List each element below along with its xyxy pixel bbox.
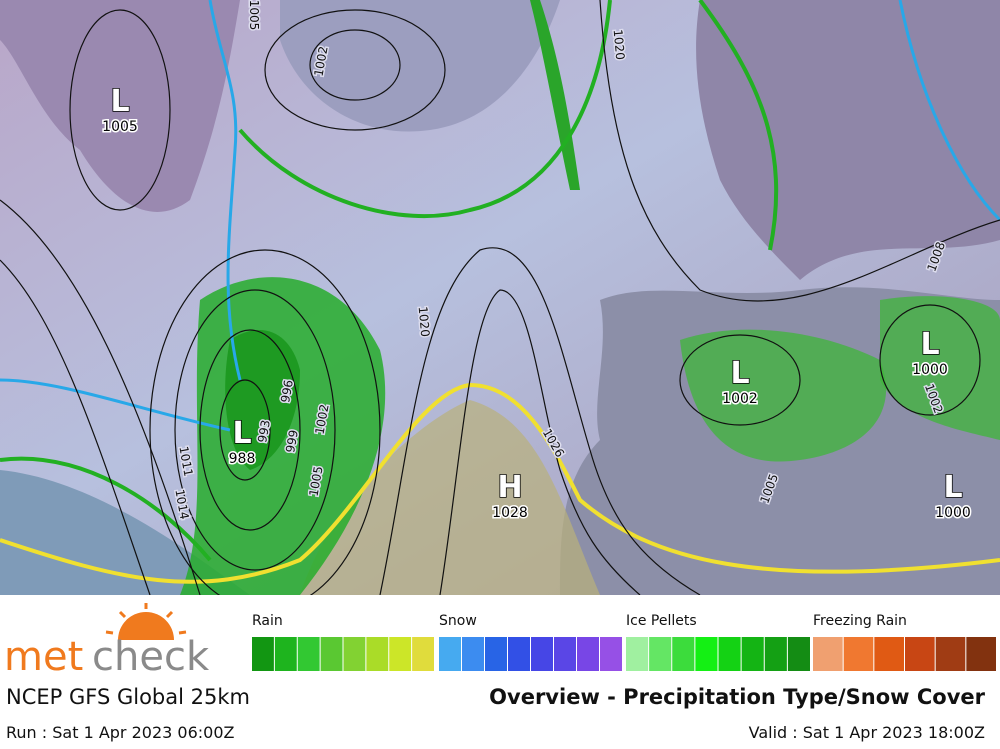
isobar	[199, 329, 301, 531]
legend-label: Rain	[252, 613, 283, 629]
legend-swatch	[813, 637, 843, 671]
logo: met check	[4, 603, 210, 680]
model-name: NCEP GFS Global 25km	[6, 685, 250, 709]
brand-check: check	[92, 634, 210, 680]
subtropics	[300, 400, 600, 595]
legend-swatch	[577, 637, 599, 671]
pressure-symbol: L	[943, 470, 962, 505]
legend-swatch	[320, 637, 343, 671]
pressure-symbol: H	[497, 470, 522, 505]
isobar-label: 993	[255, 419, 273, 444]
pressure-symbol: L	[110, 84, 129, 119]
legend-swatch	[905, 637, 935, 671]
isobar	[0, 199, 201, 596]
footer-panel	[0, 595, 1000, 749]
legend-swatch	[366, 637, 389, 671]
legend-swatch	[343, 637, 366, 671]
pressure-symbol: L	[730, 356, 749, 391]
brand-met: met	[4, 634, 83, 680]
isobar	[599, 0, 1000, 302]
legend-swatch	[626, 637, 649, 671]
isobar	[679, 334, 801, 426]
isobar	[264, 9, 446, 131]
legend-swatch	[935, 637, 966, 671]
isobar	[309, 29, 401, 101]
isobar-label: 999	[283, 429, 301, 454]
run-time: Run : Sat 1 Apr 2023 06:00Z	[6, 723, 235, 742]
footer-title: Overview - Precipitation Type/Snow Cover	[489, 685, 985, 709]
pressure-value: 1005	[102, 119, 138, 135]
legend-swatch	[966, 637, 996, 671]
pressure-value: 1028	[492, 505, 528, 521]
pressure-value: 988	[229, 451, 256, 467]
legend-swatch	[389, 637, 412, 671]
legend-swatch	[764, 637, 787, 671]
isobar	[879, 304, 981, 416]
legend-swatch	[554, 637, 576, 671]
pressure-value: 1000	[935, 505, 971, 521]
legend-swatch	[741, 637, 764, 671]
rain-east	[880, 296, 1000, 440]
isobar-label: 1002	[313, 403, 332, 436]
isobar	[219, 379, 271, 481]
legend-swatch	[787, 637, 810, 671]
legend-swatch	[600, 637, 622, 671]
pressure-symbol: L	[920, 327, 939, 362]
logo-sun	[118, 612, 174, 640]
legend-swatch	[508, 637, 530, 671]
pressure-symbol: L	[232, 416, 251, 451]
isobar-label: 1002	[312, 45, 331, 78]
legend-swatch	[718, 637, 741, 671]
isobar-label: 1014	[172, 488, 191, 521]
logo-rays	[105, 603, 187, 635]
map	[0, 0, 1000, 611]
cold-line	[0, 0, 1000, 432]
isobars	[0, 0, 1000, 611]
legend-swatch	[649, 637, 672, 671]
isobar-label: 1005	[247, 0, 261, 30]
legend-swatch	[695, 637, 718, 671]
legend-swatch	[297, 637, 320, 671]
legend-swatch	[462, 637, 484, 671]
iceland-region	[280, 0, 560, 132]
legend-swatch	[485, 637, 507, 671]
isobar-label: 1020	[416, 306, 433, 338]
isobar	[0, 259, 151, 596]
legend-swatch	[252, 637, 274, 671]
isobar	[174, 289, 336, 571]
legend-label: Ice Pellets	[626, 613, 697, 629]
isobar	[439, 289, 641, 596]
snow-line	[0, 0, 779, 562]
legend-swatch	[843, 637, 874, 671]
pressure-value: 1000	[912, 362, 948, 378]
isobar-label: 1005	[307, 465, 326, 498]
rain-core	[225, 330, 300, 470]
legend-label: Snow	[439, 613, 477, 629]
isobar-label: 1020	[611, 29, 628, 61]
isobar	[69, 9, 171, 211]
freezing-line	[0, 382, 1000, 584]
legend-swatch	[531, 637, 553, 671]
isobar-label: 1011	[176, 445, 195, 478]
legend-label: Freezing Rain	[813, 613, 907, 629]
valid-time: Valid : Sat 1 Apr 2023 18:00Z	[749, 723, 985, 742]
pressure-value: 1002	[722, 391, 758, 407]
greenland	[0, 0, 240, 212]
scandinavia	[696, 0, 1000, 280]
legend-swatch	[439, 637, 461, 671]
legend-swatch	[412, 637, 434, 671]
legend-swatch	[874, 637, 904, 671]
legend-swatch	[274, 637, 297, 671]
isobar	[379, 247, 701, 596]
rain-europe	[680, 329, 887, 462]
legend-swatch	[672, 637, 695, 671]
isobar-label: 996	[278, 379, 296, 404]
